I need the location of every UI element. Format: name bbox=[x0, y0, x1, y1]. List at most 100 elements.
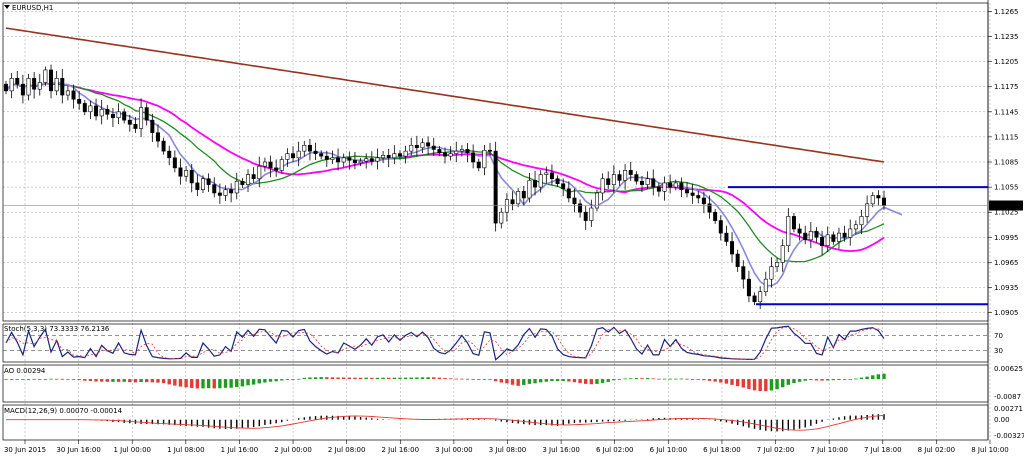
candle[interactable] bbox=[791, 213, 796, 233]
candle[interactable] bbox=[26, 73, 31, 101]
candle[interactable] bbox=[482, 144, 487, 176]
candle[interactable] bbox=[319, 150, 324, 160]
candle[interactable] bbox=[375, 148, 380, 170]
candle[interactable] bbox=[403, 145, 408, 164]
candle[interactable] bbox=[780, 239, 785, 272]
candle[interactable] bbox=[88, 100, 93, 120]
candle[interactable] bbox=[189, 164, 194, 193]
candle[interactable] bbox=[634, 171, 639, 185]
candle[interactable] bbox=[324, 150, 329, 167]
candle[interactable] bbox=[572, 188, 577, 213]
candle[interactable] bbox=[628, 162, 633, 181]
candle[interactable] bbox=[133, 116, 138, 133]
candle[interactable] bbox=[43, 66, 48, 86]
candle[interactable] bbox=[679, 177, 684, 197]
candle[interactable] bbox=[139, 98, 144, 137]
horizontal-lines[interactable] bbox=[728, 186, 988, 306]
candle[interactable] bbox=[200, 175, 205, 193]
candle[interactable] bbox=[516, 187, 521, 208]
candle[interactable] bbox=[15, 70, 20, 89]
candle[interactable] bbox=[549, 164, 554, 186]
candle[interactable] bbox=[803, 225, 808, 245]
candle[interactable] bbox=[696, 191, 701, 204]
candle[interactable] bbox=[206, 173, 211, 192]
candle[interactable] bbox=[257, 156, 262, 188]
candle[interactable] bbox=[431, 137, 436, 156]
candle[interactable] bbox=[718, 215, 723, 241]
candle[interactable] bbox=[240, 177, 245, 188]
candle[interactable] bbox=[820, 230, 825, 256]
candle[interactable] bbox=[476, 158, 481, 172]
candle[interactable] bbox=[713, 208, 718, 224]
candle[interactable] bbox=[623, 164, 628, 190]
candle[interactable] bbox=[274, 159, 279, 177]
candle[interactable] bbox=[71, 84, 76, 109]
candle[interactable] bbox=[144, 103, 149, 126]
candle[interactable] bbox=[544, 166, 549, 184]
candle[interactable] bbox=[459, 145, 464, 157]
candle[interactable] bbox=[313, 142, 318, 160]
candle[interactable] bbox=[9, 72, 14, 99]
candle[interactable] bbox=[184, 166, 189, 182]
candles[interactable] bbox=[4, 64, 886, 310]
candle[interactable] bbox=[865, 195, 870, 223]
candle[interactable] bbox=[296, 141, 301, 167]
candle[interactable] bbox=[527, 173, 532, 203]
candle[interactable] bbox=[836, 227, 841, 249]
candle[interactable] bbox=[341, 153, 346, 168]
candle[interactable] bbox=[279, 156, 284, 174]
candle[interactable] bbox=[752, 292, 757, 306]
candle[interactable] bbox=[369, 151, 374, 166]
candle[interactable] bbox=[443, 147, 447, 164]
candle[interactable] bbox=[122, 108, 127, 124]
candle[interactable] bbox=[639, 175, 644, 192]
candle[interactable] bbox=[533, 171, 538, 196]
candle[interactable] bbox=[268, 155, 273, 178]
candle[interactable] bbox=[392, 145, 397, 165]
candle[interactable] bbox=[561, 178, 566, 197]
candle[interactable] bbox=[786, 208, 791, 253]
candle[interactable] bbox=[493, 141, 498, 232]
candle[interactable] bbox=[32, 71, 37, 99]
candle[interactable] bbox=[172, 150, 177, 173]
candle[interactable] bbox=[20, 74, 25, 104]
candle[interactable] bbox=[285, 148, 290, 167]
candle[interactable] bbox=[870, 192, 875, 208]
candle[interactable] bbox=[251, 167, 256, 184]
candle[interactable] bbox=[741, 260, 746, 289]
candle[interactable] bbox=[54, 70, 59, 96]
candle[interactable] bbox=[471, 144, 476, 169]
candle[interactable] bbox=[848, 219, 853, 246]
candle[interactable] bbox=[769, 257, 774, 288]
candle[interactable] bbox=[426, 136, 431, 156]
candle[interactable] bbox=[690, 183, 695, 204]
candle[interactable] bbox=[397, 150, 402, 160]
candle[interactable] bbox=[499, 207, 504, 229]
candle[interactable] bbox=[735, 249, 740, 272]
candle[interactable] bbox=[414, 135, 419, 157]
candle[interactable] bbox=[358, 157, 363, 167]
candle[interactable] bbox=[465, 143, 470, 163]
candle[interactable] bbox=[538, 170, 543, 193]
candle[interactable] bbox=[336, 148, 341, 171]
candle[interactable] bbox=[127, 114, 132, 132]
candle[interactable] bbox=[842, 225, 847, 242]
candle[interactable] bbox=[594, 189, 599, 212]
candle[interactable] bbox=[347, 151, 352, 170]
candle[interactable] bbox=[381, 150, 386, 164]
candle[interactable] bbox=[685, 182, 690, 198]
candle[interactable] bbox=[645, 171, 650, 189]
candle[interactable] bbox=[724, 225, 729, 246]
candle[interactable] bbox=[730, 232, 735, 263]
candle[interactable] bbox=[99, 99, 104, 125]
candle[interactable] bbox=[234, 172, 239, 200]
candle[interactable] bbox=[825, 226, 830, 253]
candle[interactable] bbox=[831, 231, 836, 245]
candle[interactable] bbox=[105, 104, 110, 120]
candle[interactable] bbox=[758, 286, 763, 310]
candle[interactable] bbox=[746, 270, 751, 303]
candle[interactable] bbox=[37, 74, 42, 96]
candle[interactable] bbox=[859, 210, 864, 235]
candle[interactable] bbox=[94, 98, 99, 121]
candle[interactable] bbox=[420, 138, 425, 154]
